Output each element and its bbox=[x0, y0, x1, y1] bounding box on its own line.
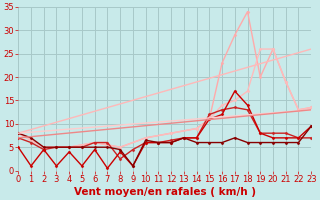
X-axis label: Vent moyen/en rafales ( km/h ): Vent moyen/en rafales ( km/h ) bbox=[74, 187, 256, 197]
